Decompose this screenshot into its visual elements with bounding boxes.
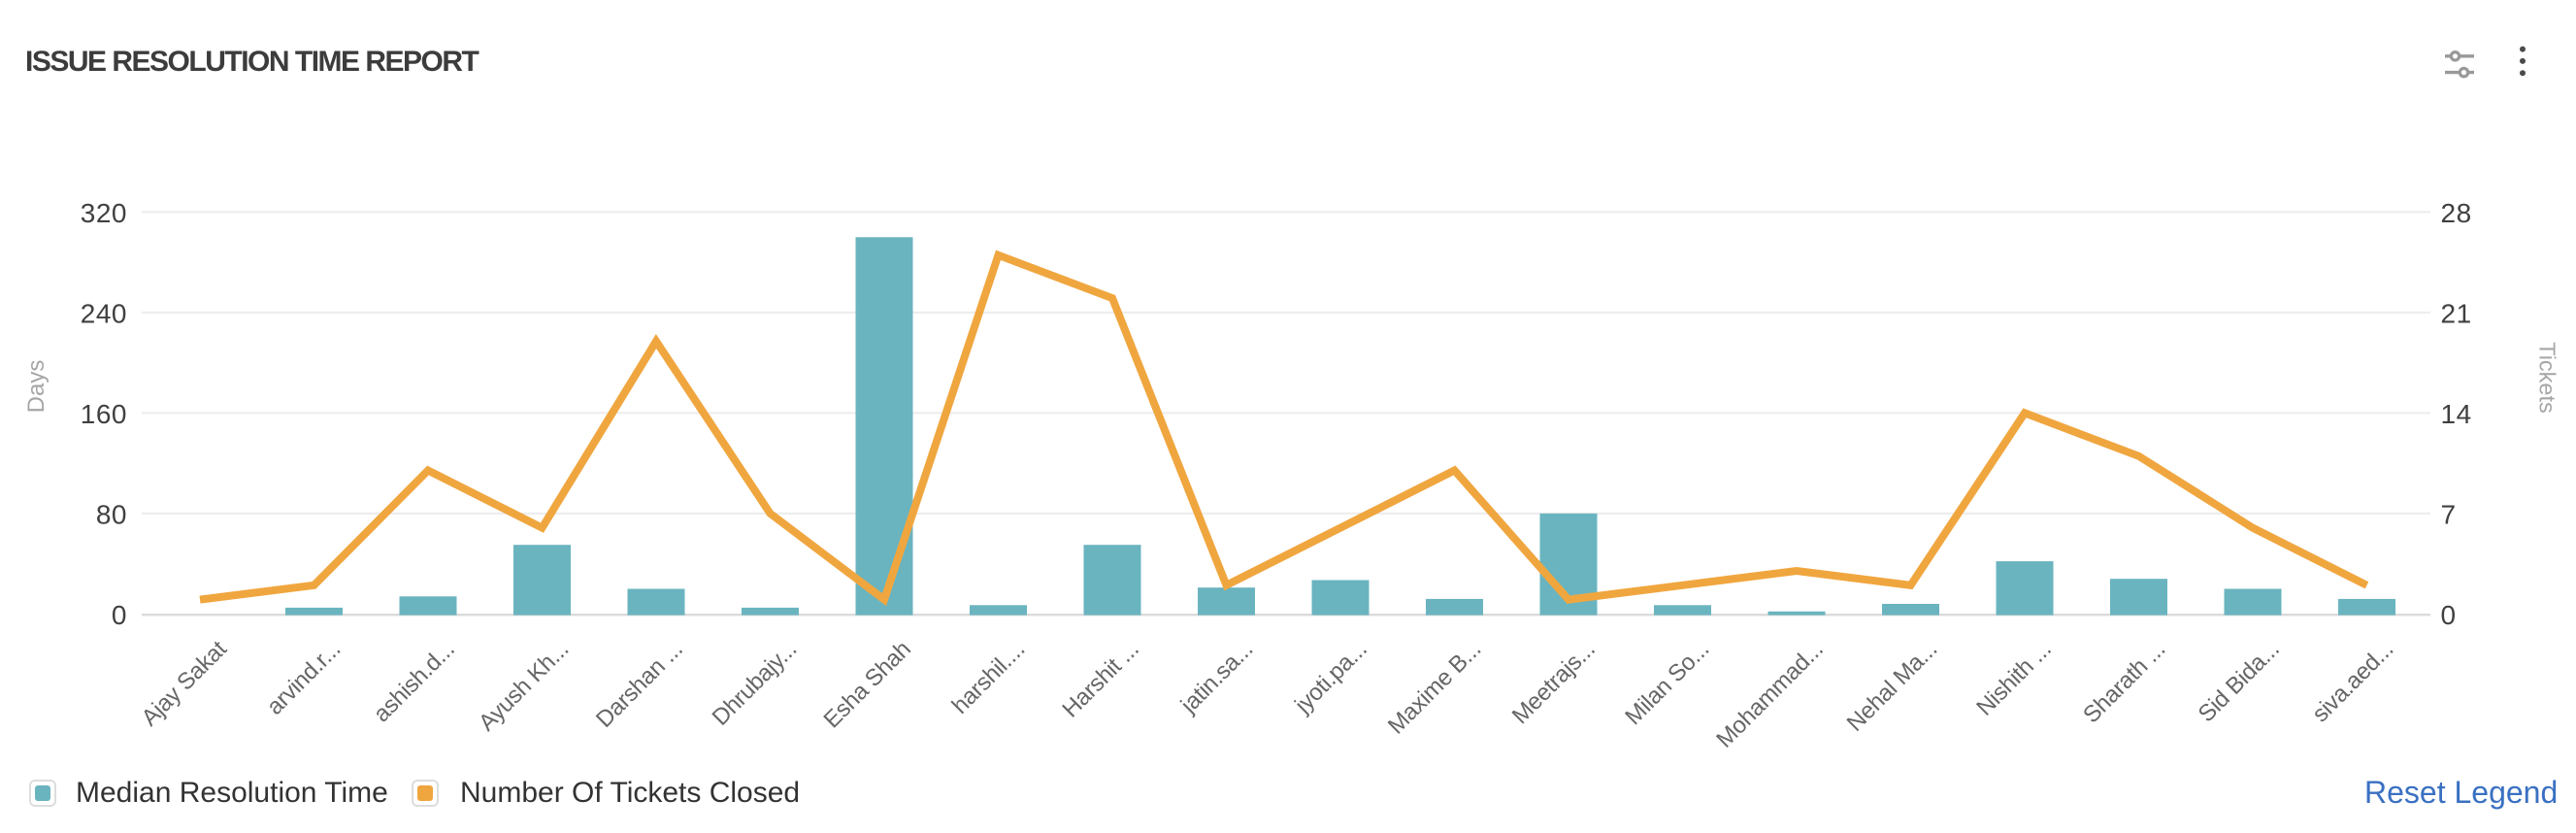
svg-text:Nishith ...: Nishith ... <box>1971 636 2056 720</box>
svg-text:240: 240 <box>81 299 127 329</box>
svg-text:7: 7 <box>2441 500 2457 530</box>
svg-text:320: 320 <box>81 198 127 228</box>
svg-text:Dhrubajy...: Dhrubajy... <box>708 636 803 731</box>
svg-text:Darshan ...: Darshan ... <box>591 636 688 733</box>
svg-text:Sid Bida...: Sid Bida... <box>2194 636 2285 727</box>
svg-text:Milan So...: Milan So... <box>1620 636 1714 730</box>
svg-text:jyoti.pa...: jyoti.pa... <box>1289 636 1371 718</box>
svg-text:Nehal Ma...: Nehal Ma... <box>1842 636 1943 737</box>
svg-text:arvind.r...: arvind.r... <box>262 636 347 720</box>
svg-text:21: 21 <box>2441 299 2472 329</box>
svg-text:28: 28 <box>2441 198 2472 228</box>
svg-text:Esha Shah: Esha Shah <box>819 636 916 733</box>
svg-text:0: 0 <box>112 600 127 630</box>
svg-text:harshil....: harshil.... <box>947 636 1031 719</box>
svg-text:160: 160 <box>81 399 127 429</box>
svg-text:Days: Days <box>23 360 50 414</box>
svg-text:Ajay Sakat: Ajay Sakat <box>137 636 233 732</box>
svg-text:siva.aed...: siva.aed... <box>2307 636 2398 727</box>
svg-text:ashish.d...: ashish.d... <box>369 636 460 727</box>
svg-text:Ayush Kh...: Ayush Kh... <box>474 636 574 736</box>
svg-text:jatin.sa...: jatin.sa... <box>1175 636 1258 718</box>
svg-text:Meetrajs...: Meetrajs... <box>1507 636 1601 729</box>
svg-text:80: 80 <box>96 500 127 530</box>
svg-text:Sharath ...: Sharath ... <box>2078 636 2170 728</box>
svg-text:14: 14 <box>2441 399 2472 429</box>
svg-text:Tickets: Tickets <box>2535 342 2560 414</box>
svg-text:Harshit ...: Harshit ... <box>1057 636 1143 722</box>
svg-text:Maxime B...: Maxime B... <box>1383 636 1486 739</box>
svg-text:Mohammad...: Mohammad... <box>1711 636 1829 753</box>
svg-text:0: 0 <box>2441 600 2457 630</box>
